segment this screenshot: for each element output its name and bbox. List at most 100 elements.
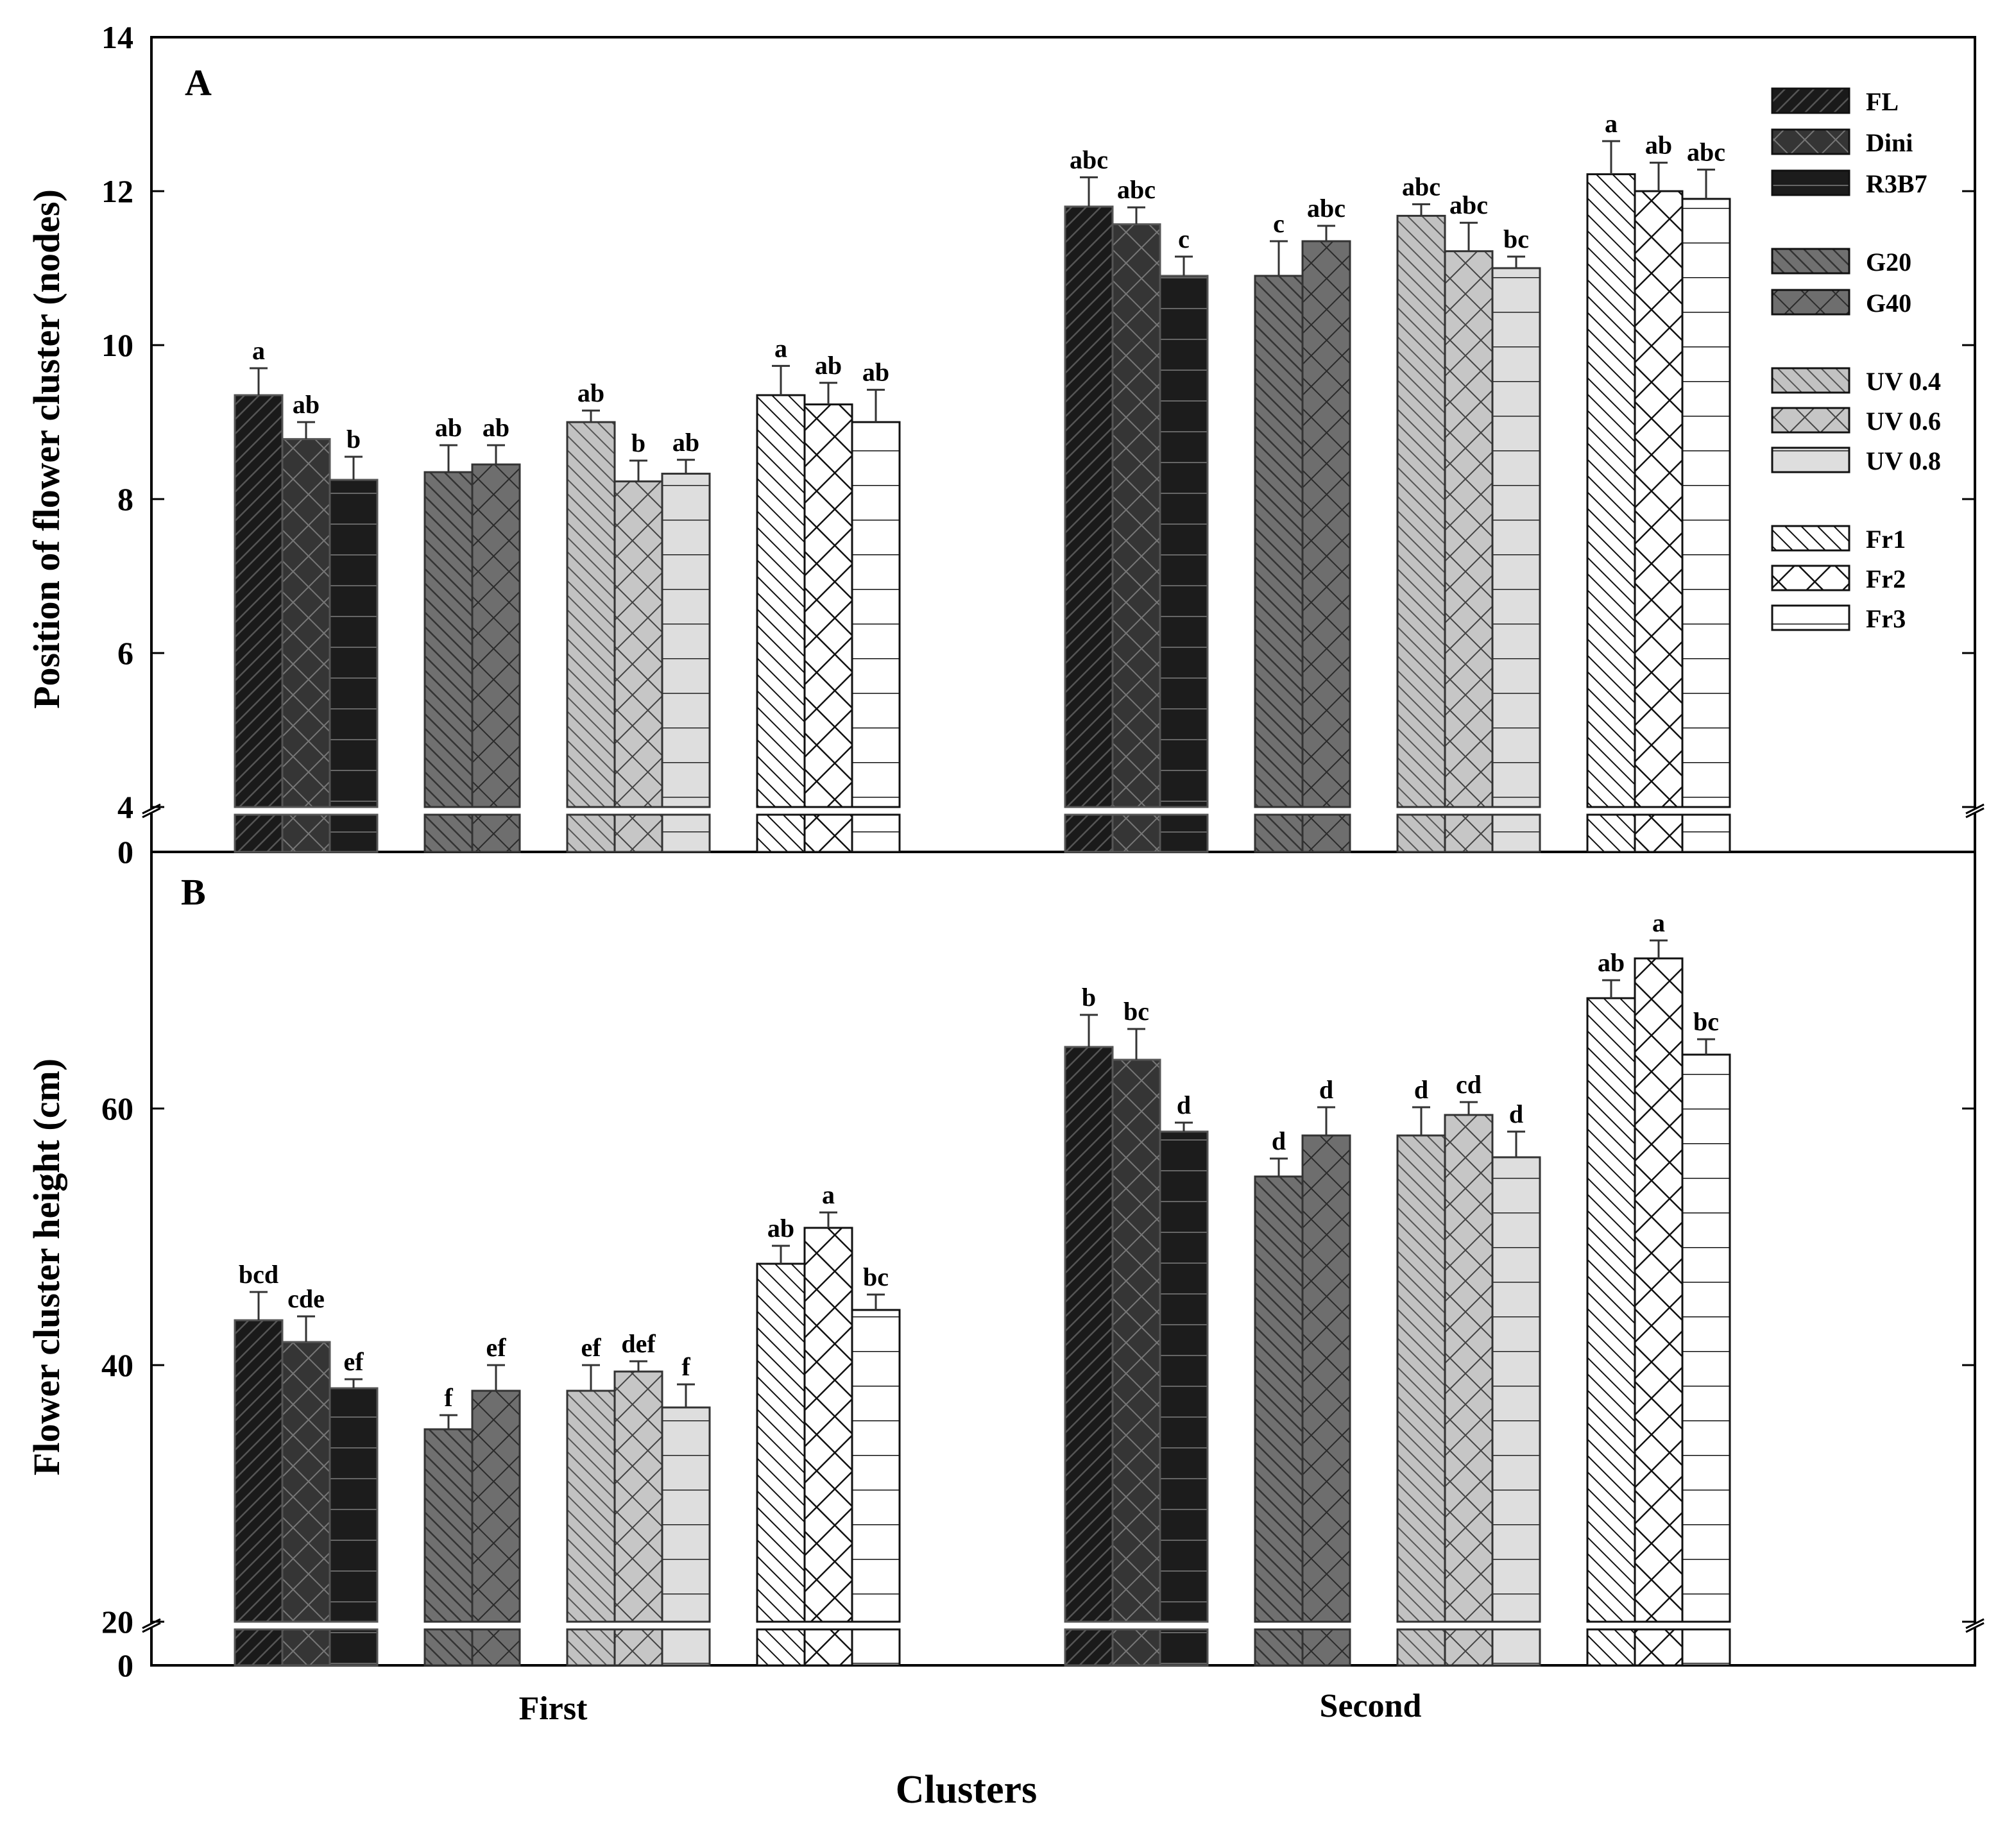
bar: [661, 1406, 711, 1623]
bar-stub: [756, 813, 806, 853]
y-axis-title-b: Flower cluster height (cm): [26, 1058, 67, 1475]
significance-label: ab: [862, 358, 889, 387]
bar-stub: [1634, 813, 1684, 853]
significance-label: cde: [287, 1284, 325, 1313]
legend-label: Fr2: [1866, 565, 1906, 593]
bar: [566, 421, 616, 808]
bar: [1396, 1134, 1446, 1623]
bar-stub: [329, 813, 379, 853]
bar: [1254, 275, 1304, 808]
bar-stub: [1254, 813, 1304, 853]
legend-swatch: [1771, 87, 1850, 114]
significance-label: c: [1273, 209, 1285, 238]
significance-label: a: [252, 336, 265, 365]
panel-letter-a: A: [185, 62, 212, 103]
legend-label: UV 0.4: [1866, 367, 1941, 396]
bar-stub: [423, 1628, 474, 1667]
bar-stub: [1159, 1628, 1209, 1667]
bar: [1301, 1134, 1351, 1623]
significance-label: bcd: [239, 1260, 278, 1289]
axis-break-mark: [1965, 1622, 1985, 1633]
axis-break-mark: [142, 1618, 161, 1629]
legend-swatch: [1771, 446, 1850, 473]
significance-label: ab: [815, 351, 842, 380]
y-tick-label: 60: [101, 1091, 133, 1126]
bar-stub: [613, 813, 663, 853]
bar: [756, 394, 806, 808]
bar: [613, 1370, 663, 1623]
legend-label: Fr1: [1866, 525, 1906, 554]
significance-label: b: [1082, 983, 1096, 1012]
bar: [234, 1319, 284, 1623]
bar-stub: [471, 1628, 521, 1667]
chart-layer: 4681012140aabcababcbcabcababcababcbabcab…: [101, 19, 1985, 1683]
y-tick-label: 0: [117, 1647, 133, 1683]
bar: [1491, 1156, 1541, 1623]
significance-label: ef: [581, 1333, 601, 1362]
significance-label: abc: [1307, 194, 1345, 223]
significance-label: ab: [1645, 131, 1672, 160]
bar-stub: [566, 1628, 616, 1667]
significance-label: abc: [1687, 137, 1725, 166]
axis-break-gap: [142, 1623, 160, 1628]
bar: [281, 438, 331, 808]
bar-stub: [661, 813, 711, 853]
bar-stub: [1681, 813, 1731, 853]
bar: [1491, 267, 1541, 808]
significance-label: ab: [672, 428, 699, 457]
legend-swatch: [1771, 128, 1850, 155]
axis-break-gap: [142, 808, 160, 813]
y-tick-label: 8: [117, 481, 133, 517]
bar: [1064, 1046, 1114, 1623]
y-tick-label: 0: [117, 834, 133, 870]
bar-stub: [1301, 1628, 1351, 1667]
legend-label: FL: [1866, 87, 1899, 116]
bar-stub: [756, 1628, 806, 1667]
significance-label: abc: [1117, 175, 1156, 204]
legend-swatch: [1771, 565, 1850, 591]
bar-stub: [1396, 813, 1446, 853]
significance-label: d: [1177, 1091, 1191, 1119]
significance-label: bc: [863, 1262, 889, 1291]
bar: [1111, 223, 1161, 808]
axis-break-mark: [1965, 807, 1985, 819]
legend-swatch: [1771, 367, 1850, 394]
significance-label: ab: [435, 413, 462, 442]
legend-label: Dini: [1866, 128, 1913, 157]
bar: [1634, 957, 1684, 1623]
bar-stub: [1586, 1628, 1636, 1667]
significance-label: d: [1509, 1100, 1523, 1128]
bar: [281, 1341, 331, 1623]
bar: [1681, 1053, 1731, 1623]
legend-swatch: [1771, 604, 1850, 631]
y-tick-label: 14: [101, 19, 133, 55]
bar: [1444, 250, 1494, 808]
bar-stub: [1444, 1628, 1494, 1667]
bar: [803, 1227, 853, 1623]
bar-stub: [1111, 813, 1161, 853]
y-tick-label: 10: [101, 327, 133, 363]
significance-label: c: [1178, 225, 1190, 253]
bar-stub: [851, 813, 901, 853]
bar: [1111, 1058, 1161, 1623]
axis-break-gap: [1966, 1623, 1984, 1628]
bar: [1681, 198, 1731, 808]
bar-stub: [1444, 813, 1494, 853]
bar: [329, 1387, 379, 1623]
bar-stub: [1396, 1628, 1446, 1667]
significance-label: b: [631, 429, 645, 457]
legend-label: Fr3: [1866, 604, 1906, 633]
bar-stub: [1064, 813, 1114, 853]
bar-stub: [803, 1628, 853, 1667]
group-label-second: Second: [1320, 1688, 1422, 1724]
significance-label: ef: [486, 1333, 506, 1362]
significance-label: d: [1414, 1075, 1428, 1104]
bar: [1634, 190, 1684, 808]
bar: [1586, 997, 1636, 1623]
bar: [613, 480, 663, 808]
bar: [756, 1262, 806, 1623]
bar: [423, 471, 474, 808]
bar: [803, 403, 853, 808]
bar-stub: [566, 813, 616, 853]
